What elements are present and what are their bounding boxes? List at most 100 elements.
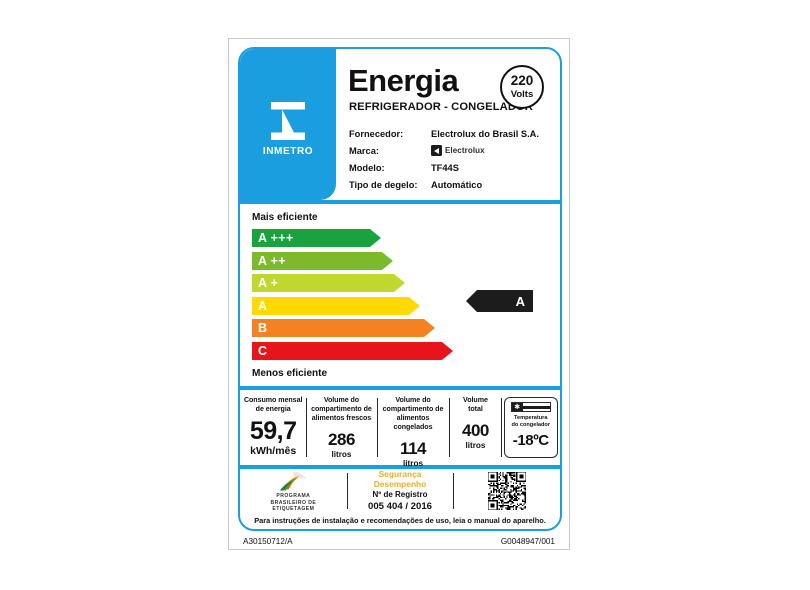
qr-code-icon: [487, 472, 526, 510]
spec-value-model: TF44S: [431, 162, 459, 173]
rating-arrow-point: [466, 290, 477, 312]
freezer-temp-value: -18ºC: [512, 431, 549, 449]
bar-arrow-tip: [370, 229, 381, 247]
cell-unit: kWh/mês: [250, 445, 297, 458]
pbe-wordmark: PROGRAMA BRASILEIRO DE ETIQUETAGEM: [270, 492, 317, 513]
inmetro-wordmark: INMETRO: [262, 146, 314, 157]
spec-row-supplier: Fornecedor: Electrolux do Brasil S.A.: [349, 125, 559, 142]
consumption-data-section: Consumo mensal de energia 59,7 kWh/mês Vo…: [238, 388, 562, 469]
efficiency-bar-C: C: [252, 341, 453, 360]
cell-value: 286: [328, 430, 355, 450]
efficiency-bar-list: A +++ A ++ A + A B C: [252, 229, 453, 364]
bar-label: A ++: [258, 253, 286, 268]
bar-arrow-tip: [442, 341, 453, 360]
cell-unit: litros: [403, 459, 424, 469]
inmetro-blue-panel: INMETRO: [240, 49, 336, 200]
bar-arrow-tip: [424, 319, 435, 337]
selected-rating-arrow: A: [466, 290, 533, 312]
cell-caption: Volume total: [463, 396, 488, 414]
bar-label: A +: [258, 275, 279, 290]
voltage-value: 220: [510, 73, 534, 88]
data-cell-total-volume: Volume total 400 litros: [449, 390, 501, 465]
code-right: G0048947/001: [500, 537, 555, 546]
spec-label-brand: Marca:: [349, 145, 379, 156]
cell-unit: litros: [331, 450, 352, 460]
bar-body: [252, 251, 382, 270]
registration-label: Nº de Registro: [372, 490, 428, 500]
spec-label-supplier: Fornecedor:: [349, 128, 404, 139]
code-left: A30150712/A: [243, 537, 293, 546]
star-dot-group: [522, 405, 550, 409]
star-icon: ✱: [511, 403, 523, 411]
data-cell-frozen-food-volume: Volume do compartimento de alimentos conge…: [376, 390, 450, 469]
spec-row-defrost: Tipo de degelo: Automático: [349, 176, 559, 193]
bar-body: [252, 229, 370, 247]
cell-value: 114: [400, 439, 426, 459]
efficiency-bar-Aplusplusplus: A +++: [252, 229, 453, 247]
efficiency-bar-Aplusplus: A ++: [252, 251, 453, 270]
cell-value: 59,7: [249, 417, 297, 446]
label-header-section: INMETRO Energia REFRIGERADOR - CONGELADO…: [238, 47, 562, 202]
efficiency-bar-Aplus: A +: [252, 274, 453, 292]
bar-body: [252, 274, 394, 292]
freezer-star-rating-icon: ✱: [510, 402, 551, 412]
bar-body: [252, 341, 442, 360]
least-efficient-caption: Menos eficiente: [252, 368, 328, 379]
spec-table: Fornecedor: Electrolux do Brasil S.A. Ma…: [349, 125, 559, 193]
data-cell-freezer-temperature: ✱ Temperatura do congelador -18ºC: [501, 390, 560, 465]
pbe-flame-icon: [280, 470, 307, 491]
registration-block: Segurança Desempenho Nº de Registro 005 …: [368, 469, 432, 512]
pbe-logo-cell: PROGRAMA BRASILEIRO DE ETIQUETAGEM: [240, 469, 347, 513]
bar-body: [252, 319, 424, 337]
voltage-badge: 220 Volts: [500, 65, 544, 109]
reference-codes-row: A30150712/A G0048947/001: [243, 537, 555, 546]
spec-label-defrost: Tipo de degelo:: [349, 179, 418, 190]
bar-arrow-tip: [394, 274, 405, 292]
electrolux-wordmark: Electrolux: [445, 146, 485, 155]
product-type-subtitle: REFRIGERADOR - CONGELADOR: [349, 101, 533, 113]
manual-instruction-note: Para instruções de instalação e recomend…: [254, 516, 546, 525]
inmetro-logo: INMETRO: [258, 99, 318, 157]
pbe-logo: PROGRAMA BRASILEIRO DE ETIQUETAGEM: [270, 469, 317, 513]
cell-caption: Volume do compartimento de alimentos fresc…: [311, 396, 372, 423]
efficiency-scale-section: Mais eficiente A +++ A ++ A + A B C A Menos e…: [238, 202, 562, 388]
freezer-temp-caption: Temperatura do congelador: [511, 415, 550, 428]
spec-value-defrost: Automático: [431, 179, 483, 190]
electrolux-mark-icon: [431, 145, 442, 156]
efficiency-bar-A: A: [252, 296, 453, 315]
data-cell-monthly-consumption: Consumo mensal de energia 59,7 kWh/mês: [240, 390, 306, 465]
registration-cell: Segurança Desempenho Nº de Registro 005 …: [346, 469, 454, 513]
spec-row-model: Modelo: TF44S: [349, 159, 559, 176]
selected-rating-letter: A: [515, 293, 525, 309]
bar-label: C: [258, 343, 268, 358]
data-cell-fresh-food-volume: Volume do compartimento de alimentos fresc…: [306, 390, 376, 465]
bar-label: B: [258, 320, 268, 335]
cell-caption: Volume do compartimento de alimentos conge…: [382, 396, 444, 432]
certification-footer-section: PROGRAMA BRASILEIRO DE ETIQUETAGEM Seguran…: [238, 467, 562, 531]
qr-code-cell: [453, 469, 560, 513]
bar-label: A: [258, 298, 268, 313]
cell-unit: litros: [465, 441, 486, 451]
cell-caption: Consumo mensal de energia: [243, 396, 303, 414]
seal-line-desempenho: Desempenho: [373, 479, 427, 490]
spec-label-model: Modelo:: [349, 162, 385, 173]
spec-row-brand: Marca: Electrolux: [349, 142, 559, 159]
freezer-temp-box: ✱ Temperatura do congelador -18ºC: [503, 397, 558, 458]
bar-label: A +++: [258, 230, 294, 245]
seal-line-seguranca: Segurança: [378, 469, 422, 480]
voltage-unit: Volts: [510, 88, 534, 100]
bar-arrow-tip: [382, 251, 393, 270]
rating-arrow-body: A: [477, 290, 533, 312]
registration-number: 005 404 / 2016: [367, 501, 433, 513]
cell-value: 400: [462, 421, 489, 441]
energy-label-card: INMETRO Energia REFRIGERADOR - CONGELADO…: [228, 38, 570, 550]
efficiency-bar-B: B: [252, 319, 453, 337]
header-content: Energia REFRIGERADOR - CONGELADOR 220 Vo…: [344, 49, 560, 200]
bar-body: [252, 296, 409, 315]
most-efficient-caption: Mais eficiente: [252, 212, 318, 223]
page-title: Energia: [348, 63, 459, 98]
spec-value-supplier: Electrolux do Brasil S.A.: [431, 128, 539, 139]
bar-arrow-tip: [409, 296, 420, 315]
inmetro-ibeam-icon: [271, 102, 305, 140]
